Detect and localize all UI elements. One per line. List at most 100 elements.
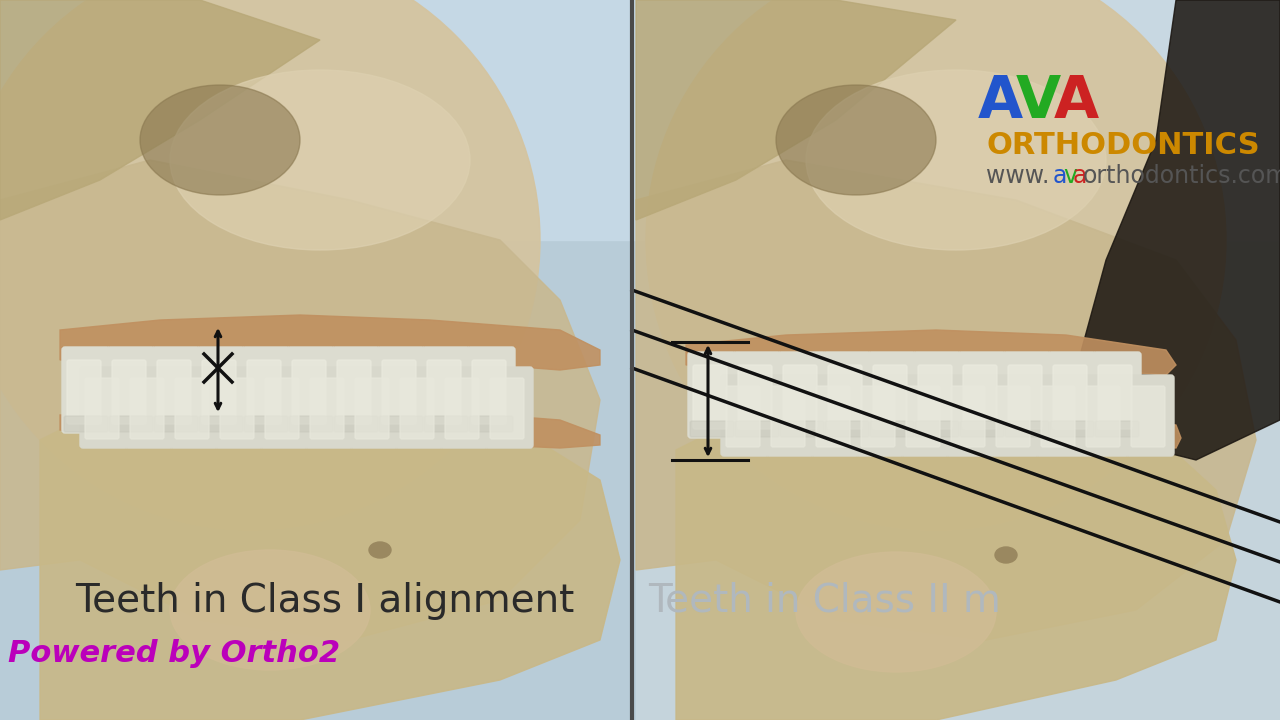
FancyBboxPatch shape (951, 386, 986, 447)
FancyBboxPatch shape (1126, 375, 1174, 456)
FancyBboxPatch shape (175, 378, 209, 439)
Text: v: v (1062, 164, 1076, 188)
FancyBboxPatch shape (202, 360, 236, 424)
FancyBboxPatch shape (918, 365, 952, 429)
Text: A: A (978, 73, 1023, 130)
FancyBboxPatch shape (726, 386, 760, 447)
FancyBboxPatch shape (765, 375, 814, 456)
FancyBboxPatch shape (1085, 386, 1120, 447)
Ellipse shape (140, 85, 300, 195)
FancyBboxPatch shape (996, 386, 1030, 447)
Polygon shape (1076, 0, 1280, 460)
Ellipse shape (776, 85, 936, 195)
FancyBboxPatch shape (870, 421, 914, 437)
FancyBboxPatch shape (823, 352, 870, 438)
Polygon shape (60, 315, 600, 370)
FancyBboxPatch shape (901, 375, 948, 456)
FancyBboxPatch shape (771, 386, 805, 447)
Bar (0, 0, 636, 720)
Ellipse shape (995, 547, 1018, 563)
FancyBboxPatch shape (334, 416, 378, 432)
FancyBboxPatch shape (445, 378, 479, 439)
FancyBboxPatch shape (428, 360, 461, 424)
FancyBboxPatch shape (247, 360, 282, 424)
FancyBboxPatch shape (780, 421, 824, 437)
FancyBboxPatch shape (957, 352, 1006, 438)
FancyBboxPatch shape (170, 367, 218, 448)
FancyBboxPatch shape (1093, 352, 1140, 438)
Text: V: V (1015, 73, 1061, 130)
FancyBboxPatch shape (868, 352, 916, 438)
Ellipse shape (646, 0, 1226, 530)
Polygon shape (0, 160, 600, 640)
Ellipse shape (170, 550, 370, 670)
FancyBboxPatch shape (1041, 386, 1075, 447)
FancyBboxPatch shape (721, 375, 769, 456)
FancyBboxPatch shape (468, 416, 513, 432)
FancyBboxPatch shape (812, 375, 859, 456)
FancyBboxPatch shape (244, 416, 288, 432)
FancyBboxPatch shape (379, 416, 422, 432)
Ellipse shape (0, 0, 540, 530)
FancyBboxPatch shape (692, 365, 727, 429)
FancyBboxPatch shape (739, 365, 772, 429)
FancyBboxPatch shape (817, 386, 850, 447)
Polygon shape (686, 330, 1176, 375)
Text: ORTHODONTICS: ORTHODONTICS (986, 131, 1260, 160)
FancyBboxPatch shape (378, 347, 425, 433)
FancyBboxPatch shape (399, 378, 434, 439)
FancyBboxPatch shape (991, 375, 1039, 456)
Text: Teeth in Class II m: Teeth in Class II m (648, 582, 1001, 620)
FancyBboxPatch shape (242, 347, 291, 433)
Ellipse shape (369, 542, 390, 558)
Bar (636, 0, 1280, 720)
FancyBboxPatch shape (1050, 421, 1094, 437)
FancyBboxPatch shape (915, 421, 959, 437)
FancyBboxPatch shape (396, 367, 443, 448)
Text: Teeth in Class I alignment: Teeth in Class I alignment (76, 582, 575, 620)
Text: a: a (1073, 164, 1088, 188)
FancyBboxPatch shape (1036, 375, 1084, 456)
FancyBboxPatch shape (828, 365, 861, 429)
FancyBboxPatch shape (735, 421, 780, 437)
FancyBboxPatch shape (690, 421, 733, 437)
FancyBboxPatch shape (472, 360, 506, 424)
Polygon shape (636, 160, 1256, 640)
FancyBboxPatch shape (778, 352, 826, 438)
Text: Powered by Ortho2: Powered by Ortho2 (8, 639, 340, 668)
FancyBboxPatch shape (485, 367, 532, 448)
FancyBboxPatch shape (873, 365, 908, 429)
FancyBboxPatch shape (826, 421, 869, 437)
FancyBboxPatch shape (906, 386, 940, 447)
FancyBboxPatch shape (1005, 421, 1050, 437)
FancyBboxPatch shape (733, 352, 781, 438)
Text: www.: www. (986, 164, 1050, 188)
FancyBboxPatch shape (689, 352, 736, 438)
FancyBboxPatch shape (856, 375, 904, 456)
FancyBboxPatch shape (913, 352, 961, 438)
Bar (636, 0, 1280, 240)
Polygon shape (60, 405, 600, 448)
FancyBboxPatch shape (440, 367, 488, 448)
FancyBboxPatch shape (154, 416, 198, 432)
FancyBboxPatch shape (197, 347, 244, 433)
Ellipse shape (796, 552, 996, 672)
FancyBboxPatch shape (337, 360, 371, 424)
FancyBboxPatch shape (215, 367, 262, 448)
FancyBboxPatch shape (260, 367, 308, 448)
FancyBboxPatch shape (265, 378, 300, 439)
FancyBboxPatch shape (783, 365, 817, 429)
FancyBboxPatch shape (1094, 421, 1139, 437)
FancyBboxPatch shape (79, 367, 128, 448)
Text: a: a (1053, 164, 1068, 188)
Polygon shape (636, 0, 956, 220)
FancyBboxPatch shape (1098, 365, 1132, 429)
FancyBboxPatch shape (310, 378, 344, 439)
Text: A: A (1053, 73, 1098, 130)
FancyBboxPatch shape (332, 347, 380, 433)
FancyBboxPatch shape (355, 378, 389, 439)
Ellipse shape (806, 70, 1106, 250)
Polygon shape (676, 400, 1236, 720)
Polygon shape (0, 0, 320, 220)
FancyBboxPatch shape (67, 360, 101, 424)
